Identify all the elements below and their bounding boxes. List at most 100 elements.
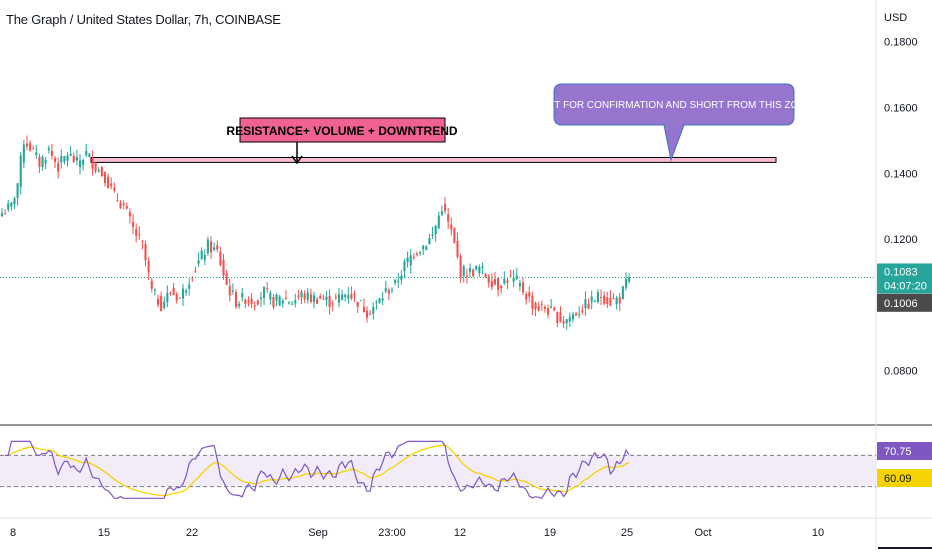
candle-body [94,162,97,172]
candle-body [35,152,38,156]
candle-body [472,269,475,277]
candle-body [306,292,309,300]
candle-body [615,297,618,304]
candle-body [599,296,603,298]
candle-body [431,234,434,236]
candle-body [384,288,387,292]
candle-body [518,282,521,287]
prev-close-label: 0.1006 [884,298,918,310]
candle-body [540,303,543,305]
candle-body [546,308,550,315]
rsi-ma-line [5,444,630,497]
candle-body [612,298,615,300]
candle-body [531,295,534,309]
candle-body [534,303,537,310]
candle-body [425,246,428,250]
candle-body [478,267,481,274]
candle-body [185,290,188,293]
candle-body [319,295,322,299]
candle-body [297,295,300,297]
x-tick-label: 19 [544,527,556,539]
candle-body [334,296,337,298]
candle-body [0,212,4,217]
candle-body [497,278,500,290]
candle-body [493,279,497,285]
candle-body [437,215,440,229]
candle-body [4,213,7,215]
last-price-badge [877,263,932,294]
candle-body [294,300,297,304]
candle-body [250,298,253,305]
candle-body [590,296,593,302]
candle-body [512,277,515,282]
candle-body [284,297,287,299]
candle-body [219,251,222,266]
candle-body [13,198,16,205]
candle-body [587,303,590,309]
candle-body [447,214,450,222]
candle-body [503,278,506,284]
candle-body [100,167,103,176]
candle-body [113,187,116,191]
candle-body [322,298,325,300]
candle-body [621,286,624,299]
candle-body [32,148,35,150]
candle-body [428,237,431,245]
candle-body [562,321,565,324]
candle-body [272,296,275,308]
candle-body [16,183,19,198]
candle-body [506,280,509,283]
resistance-label-box[interactable] [239,117,446,143]
x-tick-label: Oct [694,527,711,539]
candle-body [475,265,478,270]
candle-body [275,294,278,301]
candle-body [72,155,75,162]
rsi-ma-badge [877,469,932,487]
candle-body [375,302,378,304]
candle-body [481,266,484,269]
candle-body [7,203,10,210]
candle-body [584,299,587,309]
candle-body [369,313,372,315]
y-tick-label: 0.1200 [884,234,918,246]
candle-body [10,202,13,207]
candle-body [228,286,231,296]
candle-body [63,156,66,162]
candle-body [163,301,166,308]
candle-body [328,295,331,307]
candle-body [97,170,100,172]
candle-body [394,279,397,283]
candle-body [128,212,131,217]
candle-body [38,156,41,167]
candle-body [537,306,540,311]
callout-bubble[interactable] [553,83,795,162]
rsi-ma-label: 60.09 [884,473,912,485]
candle-body [628,277,631,282]
candle-body [453,227,456,243]
chart-title: The Graph / United States Dollar, 7h, CO… [6,12,281,27]
candle-body [153,289,156,291]
candle-body [303,293,306,300]
x-tick-label: 15 [98,527,110,539]
candle-body [525,294,528,300]
candle-body [596,292,599,303]
resistance-zone[interactable] [90,156,777,163]
candle-body [234,292,238,307]
candle-body [160,295,163,312]
candle-body [197,260,200,264]
candle-body [462,266,465,276]
candle-body [69,153,72,156]
x-tick-label: 22 [186,527,198,539]
candle-body [553,307,556,311]
candle-body [419,252,422,254]
candle-body [88,153,91,157]
rsi-value-label: 70.75 [884,446,912,458]
candle-body [353,293,356,296]
candle-body [131,221,135,227]
candle-body [19,155,22,187]
candle-body [593,301,596,303]
candle-body [263,286,266,299]
candle-body [465,275,468,277]
